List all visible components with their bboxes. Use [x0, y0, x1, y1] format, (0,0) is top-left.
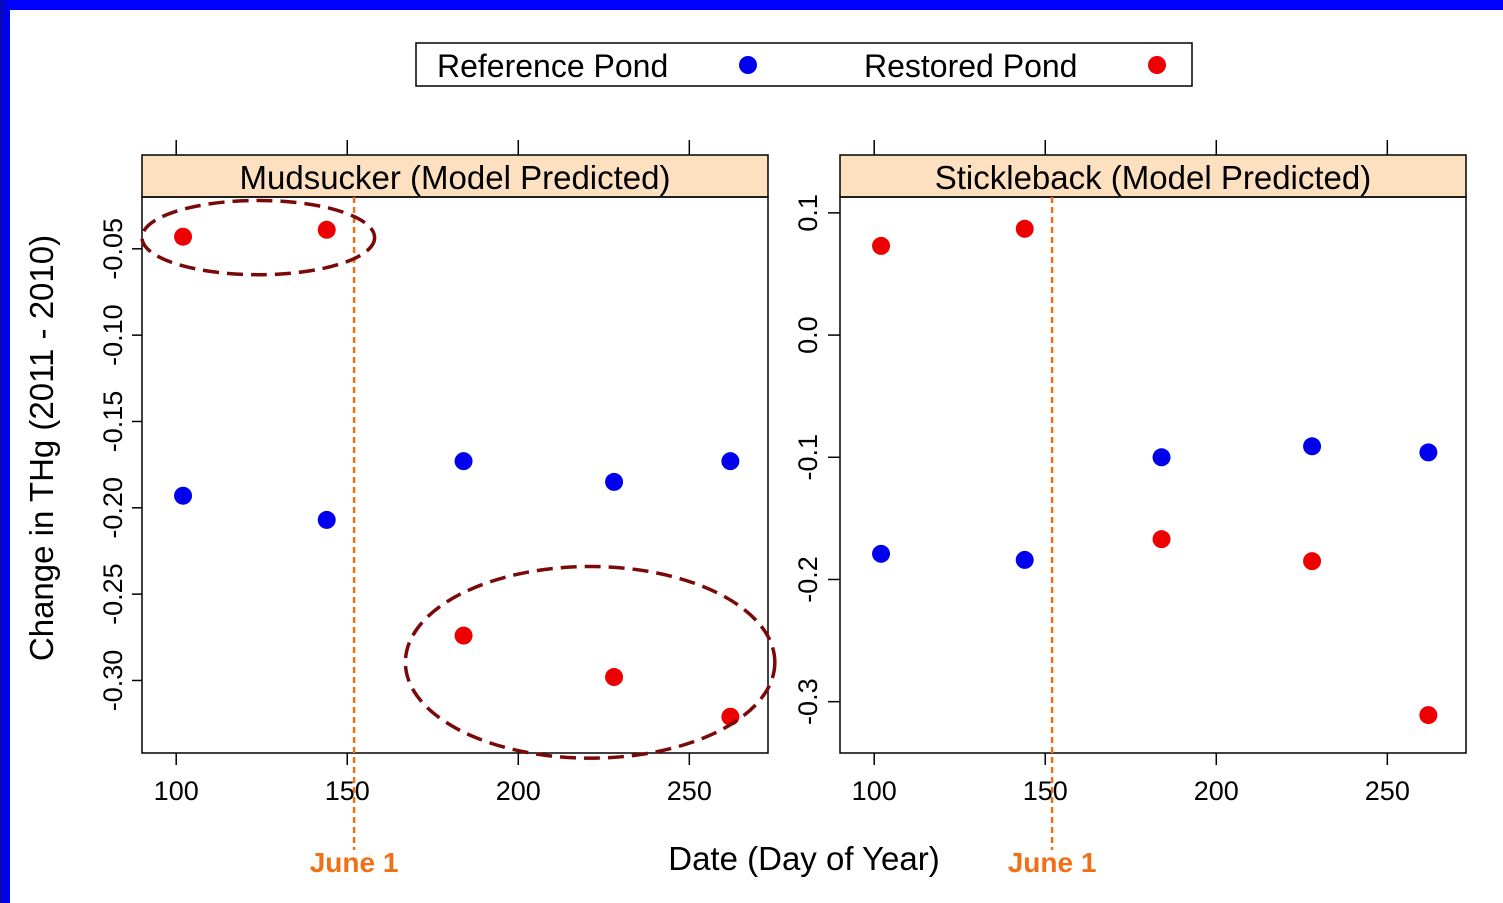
x-tick-label: 250 — [667, 776, 712, 806]
restored-pond-point — [1303, 552, 1322, 571]
y-tick-label: -0.10 — [98, 304, 128, 366]
x-tick-label: 100 — [852, 776, 897, 806]
scatter-chart: Mudsucker (Model Predicted) 100 150 200 250 -… — [23, 42, 1467, 878]
highlight-ellipse — [140, 198, 377, 277]
reference-pond-point — [1303, 437, 1322, 456]
reference-pond-point — [605, 472, 624, 491]
restored-pond-point — [1152, 530, 1171, 549]
x-tick-label: 200 — [496, 776, 541, 806]
panel-title: Mudsucker (Model Predicted) — [240, 159, 671, 196]
reference-pond-point — [317, 510, 336, 529]
y-tick-label: -0.20 — [98, 477, 128, 539]
y-tick-label: -0.15 — [98, 391, 128, 453]
june-1-label: June 1 — [310, 847, 399, 878]
reference-pond-point — [174, 486, 193, 505]
slide-canvas: Mudsucker (Model Predicted) 100 150 200 250 -… — [10, 10, 1503, 903]
x-tick-label: 150 — [325, 776, 370, 806]
restored-pond-point — [605, 668, 624, 687]
x-tick-label: 150 — [1023, 776, 1068, 806]
reference-pond-point — [872, 544, 891, 563]
plot-area — [141, 196, 769, 754]
restored-pond-point — [317, 220, 336, 239]
restored-pond-point — [872, 236, 891, 255]
y-tick-label: -0.1 — [793, 434, 823, 481]
y-tick-label: -0.05 — [98, 218, 128, 280]
reference-pond-point — [721, 452, 740, 471]
highlight-ellipse — [403, 564, 777, 760]
june-1-label: June 1 — [1008, 847, 1097, 878]
legend-reference-marker — [739, 56, 757, 74]
reference-pond-point — [454, 452, 473, 471]
x-tick-label: 100 — [154, 776, 199, 806]
y-tick-label: -0.2 — [793, 556, 823, 603]
reference-pond-point — [1152, 448, 1171, 467]
restored-pond-point — [1015, 219, 1034, 238]
x-axis-title: Date (Day of Year) — [668, 840, 939, 877]
reference-pond-point — [1419, 443, 1438, 462]
legend-label: Restored Pond — [864, 48, 1077, 84]
x-tick-label: 200 — [1194, 776, 1239, 806]
legend-label: Reference Pond — [437, 48, 668, 84]
legend-restored-marker — [1148, 56, 1166, 74]
reference-pond-point — [1015, 550, 1034, 569]
y-tick-label: 0.1 — [793, 194, 823, 232]
y-tick-label: -0.30 — [98, 650, 128, 712]
y-axis-title: Change in THg (2011 - 2010) — [23, 235, 60, 661]
restored-pond-point — [1419, 706, 1438, 725]
panel-title: Stickleback (Model Predicted) — [935, 159, 1372, 196]
y-tick-label: -0.3 — [793, 678, 823, 725]
restored-pond-point — [454, 626, 473, 645]
panel-strip — [141, 154, 769, 198]
plot-area — [839, 196, 1467, 754]
y-tick-label: -0.25 — [98, 563, 128, 625]
x-tick-label: 250 — [1365, 776, 1410, 806]
legend-box — [415, 42, 1193, 87]
y-tick-label: 0.0 — [793, 316, 823, 354]
restored-pond-point — [174, 227, 193, 246]
